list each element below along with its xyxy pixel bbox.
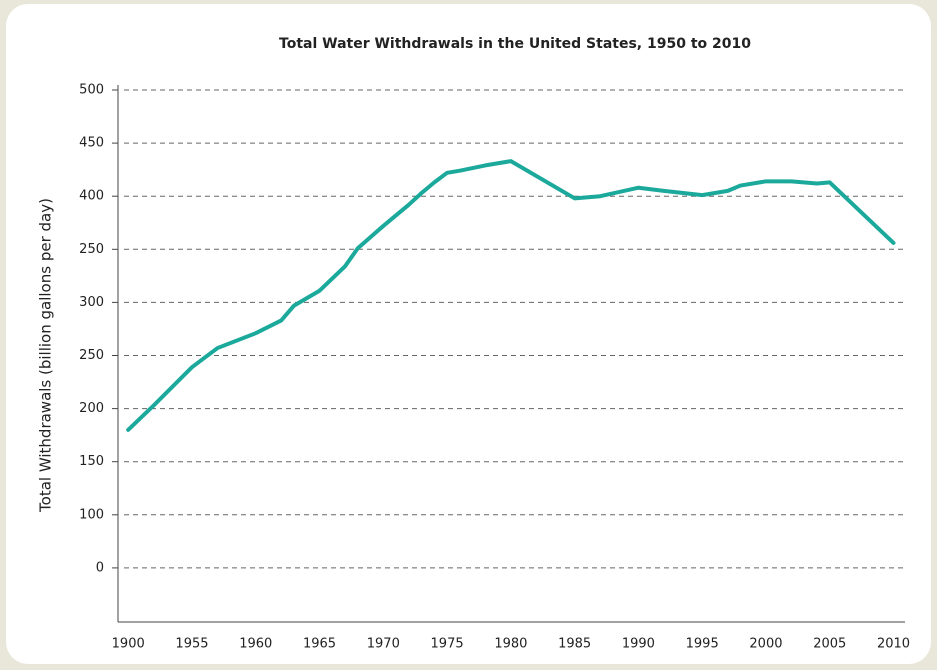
x-tick-label: 2010 — [877, 637, 910, 652]
x-tick-label: 1965 — [303, 637, 336, 652]
card — [6, 4, 931, 664]
x-tick-label: 1990 — [622, 637, 655, 652]
x-tick-label: 1955 — [175, 637, 208, 652]
y-tick-label: 250 — [79, 348, 104, 363]
y-tick-label: 300 — [79, 295, 104, 310]
x-tick-label: 1970 — [367, 637, 400, 652]
x-tick-label: 1985 — [558, 637, 591, 652]
x-tick-label: 1975 — [431, 637, 464, 652]
x-tick-label: 2000 — [749, 637, 782, 652]
x-tick-label: 1995 — [686, 637, 719, 652]
x-tick-label: 1900 — [112, 637, 145, 652]
y-tick-label: 150 — [79, 454, 104, 469]
x-tick-label: 1980 — [494, 637, 527, 652]
y-tick-label: 200 — [79, 401, 104, 416]
chart-title: Total Water Withdrawals in the United St… — [279, 36, 751, 52]
x-tick-label: 1960 — [239, 637, 272, 652]
data-line — [126, 159, 896, 432]
y-tick-label: 400 — [79, 189, 104, 204]
y-tick-label: 250 — [79, 242, 104, 257]
x-tick-label: 2005 — [813, 637, 846, 652]
y-tick-label: 450 — [79, 136, 104, 151]
y-tick-label: 0 — [96, 560, 104, 575]
y-tick-label: 100 — [79, 507, 104, 522]
y-axis-label: Total Withdrawals (billion gallons per d… — [37, 198, 55, 513]
y-tick-label: 500 — [79, 83, 104, 98]
